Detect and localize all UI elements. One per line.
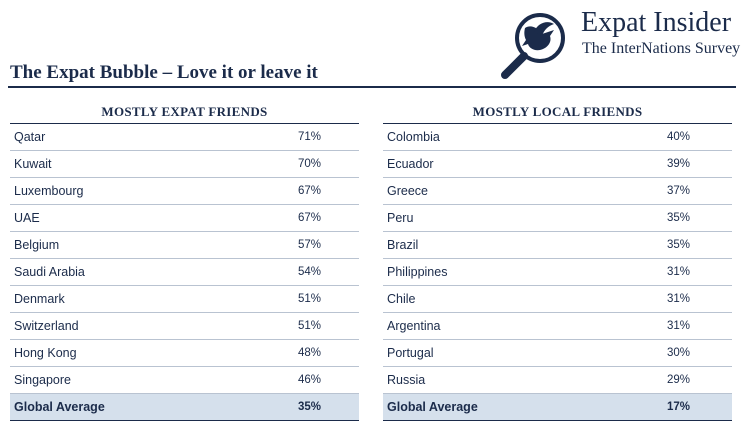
percentage: 29% [666, 374, 690, 386]
percentage: 48% [297, 347, 321, 359]
page-title: The Expat Bubble – Love it or leave it [10, 62, 318, 83]
percentage: 71% [297, 131, 321, 143]
table-row: Switzerland 51% [10, 313, 359, 340]
percentage: 51% [297, 293, 321, 305]
country-name: Portugal [387, 346, 434, 360]
table-row: Belgium 57% [10, 232, 359, 259]
table-row: Brazil 35% [383, 232, 732, 259]
local-friends-table: MOSTLY LOCAL FRIENDS Colombia 40% Ecuador… [383, 99, 732, 421]
percentage: 67% [297, 185, 321, 197]
table-row: Hong Kong 48% [10, 340, 359, 367]
table-row: Saudi Arabia 54% [10, 259, 359, 286]
country-name: Denmark [14, 292, 65, 306]
average-percentage: 17% [666, 401, 690, 413]
brand-logo: Expat Insider The InterNations Survey [498, 4, 741, 84]
table-row: Denmark 51% [10, 286, 359, 313]
country-name: Qatar [14, 130, 46, 144]
country-name: UAE [14, 211, 40, 225]
percentage: 51% [297, 320, 321, 332]
percentage: 37% [666, 185, 690, 197]
country-name: Switzerland [14, 319, 79, 333]
percentage: 67% [297, 212, 321, 224]
table-row: Chile 31% [383, 286, 732, 313]
global-average-row: Global Average 17% [383, 394, 732, 421]
country-name: Luxembourg [14, 184, 84, 198]
country-name: Saudi Arabia [14, 265, 85, 279]
country-name: Peru [387, 211, 414, 225]
table-row: Colombia 40% [383, 124, 732, 151]
percentage: 30% [666, 347, 690, 359]
table-row: Kuwait 70% [10, 151, 359, 178]
percentage: 46% [297, 374, 321, 386]
country-name: Greece [387, 184, 428, 198]
table-row: UAE 67% [10, 205, 359, 232]
table-row: Greece 37% [383, 178, 732, 205]
country-name: Belgium [14, 238, 60, 252]
percentage: 54% [297, 266, 321, 278]
percentage: 70% [297, 158, 321, 170]
percentage: 31% [666, 293, 690, 305]
table-row: Luxembourg 67% [10, 178, 359, 205]
table-row: Singapore 46% [10, 367, 359, 394]
table-row: Peru 35% [383, 205, 732, 232]
percentage: 40% [666, 131, 690, 143]
table-row: Russia 29% [383, 367, 732, 394]
country-name: Chile [387, 292, 416, 306]
table-row: Ecuador 39% [383, 151, 732, 178]
percentage: 35% [666, 212, 690, 224]
country-name: Brazil [387, 238, 419, 252]
global-average-row: Global Average 35% [10, 394, 359, 421]
country-name: Colombia [387, 130, 440, 144]
country-name: Argentina [387, 319, 441, 333]
table-row: Qatar 71% [10, 124, 359, 151]
table-heading: MOSTLY LOCAL FRIENDS [383, 99, 732, 124]
table-row: Philippines 31% [383, 259, 732, 286]
table-row: Argentina 31% [383, 313, 732, 340]
country-name: Kuwait [14, 157, 52, 171]
country-name: Singapore [14, 373, 71, 387]
magnifier-bird-icon [501, 13, 565, 79]
percentage: 57% [297, 239, 321, 251]
table-row: Portugal 30% [383, 340, 732, 367]
average-label: Global Average [387, 400, 478, 414]
average-label: Global Average [14, 400, 105, 414]
expat-friends-table: MOSTLY EXPAT FRIENDS Qatar 71% Kuwait 70% … [10, 99, 359, 421]
brand-title: Expat Insider [581, 7, 732, 38]
table-heading: MOSTLY EXPAT FRIENDS [10, 99, 359, 124]
country-name: Ecuador [387, 157, 434, 171]
percentage: 31% [666, 320, 690, 332]
country-name: Hong Kong [14, 346, 77, 360]
percentage: 31% [666, 266, 690, 278]
percentage: 35% [666, 239, 690, 251]
country-name: Russia [387, 373, 426, 387]
average-percentage: 35% [297, 401, 321, 413]
title-divider [8, 86, 736, 88]
country-name: Philippines [387, 265, 448, 279]
percentage: 39% [666, 158, 690, 170]
brand-subtitle: The InterNations Survey [582, 40, 741, 57]
